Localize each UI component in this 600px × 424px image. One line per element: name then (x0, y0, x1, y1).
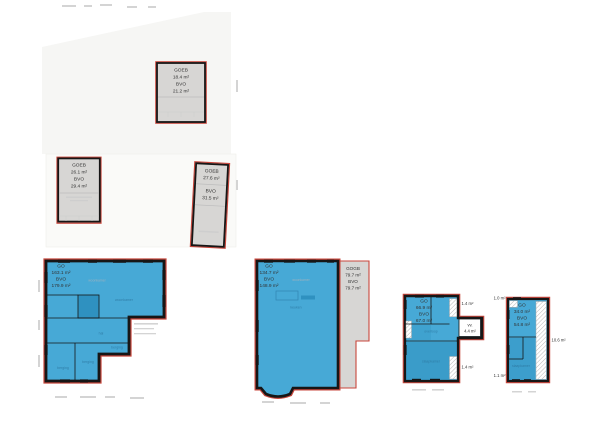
goeb-right-bvo: 31.5 m² (202, 195, 219, 202)
goeb-top-area: 18.4 m² (173, 75, 190, 81)
goeb-top-bvo-title: BVO (176, 82, 186, 88)
goeb-left-red-outline (56, 156, 102, 224)
floor1-bvo-title: BVO (56, 277, 66, 283)
floor3-bvo-title: BVO (419, 312, 429, 318)
floor2-kitchen-island (301, 295, 315, 300)
floor3-bvo-value: 67.0 m² (416, 318, 433, 324)
floor3-room-overloop: overloop (424, 330, 437, 334)
floor3-go-title: GO (420, 299, 428, 305)
goeb-top-title: GOEB (174, 68, 188, 74)
floor3-window-marks (403, 294, 444, 382)
floor1-fineprint (134, 323, 158, 335)
floor4-hatch-corner (509, 300, 518, 308)
floor3-niche-bottom-label: 1.4 m² (462, 365, 474, 370)
floor3-room-mid (406, 325, 431, 340)
floor3-niche-top-label: 1.4 m² (462, 301, 474, 306)
floor2-gogb-title: GOGB (346, 266, 360, 271)
floor3-hatch-bottom (449, 356, 458, 380)
floor4-room-slaapkamer: slaapkamer (512, 364, 531, 368)
goeb-right-red-outline (189, 161, 231, 249)
floor1-room-berging-c: berging (57, 366, 69, 370)
goeb-box-right: GOEB 27.6 m² BVO 31.5 m² (189, 161, 231, 249)
floor1-stair-room (77, 294, 100, 319)
floor4-left-top-label: 1.0 m² (494, 296, 506, 301)
goeb-right-bvo-title: BVO (205, 188, 216, 195)
goeb-right-fineprint (198, 230, 219, 234)
goeb-left-bvo: 29.4 m² (71, 184, 88, 190)
goeb-left-title: GOEB (72, 163, 86, 169)
floor4-hatch-strip (535, 301, 547, 380)
floor1-room-woonkamer: woonkamer (115, 298, 134, 302)
floorplan-4: GO 34.0 m² BVO 54.8 m² slaapkamer 1.0 m²… (494, 296, 567, 384)
goeb-box-left: GOEB 26.1 m² BVO 29.4 m² (56, 156, 102, 224)
floor4-window-marks (506, 297, 531, 382)
floor4-go-title: GO (518, 303, 526, 309)
floor2-body (255, 259, 340, 398)
goeb-left-area: 26.1 m² (71, 170, 88, 176)
floor2-counter (275, 290, 299, 301)
floor2-gogb-value: 79.7 m² (345, 273, 361, 278)
floor1-room-woonkamer-small: woonkamer (88, 279, 106, 283)
goeb-right-divider (196, 183, 227, 186)
floor3-void-area: 4.4 m² (464, 329, 476, 334)
floor4-go-value: 34.0 m² (514, 309, 531, 315)
floor2-room-keuken: keuken (290, 306, 301, 310)
floorplan-1: GO 163.1 m² BVO 179.9 m² woonkamer woonk… (43, 258, 167, 384)
floor3-room-dark (406, 342, 457, 380)
floor3-void-box (458, 318, 481, 337)
floorplan-3: GO 66.9 m² BVO 67.0 m² vv. 4.4 m² 1.4 m²… (402, 293, 485, 384)
goeb-right-area: 27.6 m² (203, 175, 220, 182)
floor1-room-hal: hal (99, 332, 104, 336)
floor4-right-label: 10.6 m² (552, 338, 567, 343)
floor1-window-marks (44, 259, 166, 383)
floor2-bvo-title: BVO (264, 277, 274, 283)
floor2-gogb-bvo-value: 79.7 m² (345, 286, 361, 291)
floor2-go-value: 134.7 m² (260, 270, 279, 276)
floor2-gogb-bvo-title: BVO (348, 279, 358, 284)
floor4-left-bottom-label: 1.1 m² (494, 373, 506, 378)
goeb-box-top: GOEB 18.4 m² BVO 21.2 m² (155, 61, 207, 124)
floor1-room-berging-b: berging (82, 360, 94, 364)
floor3-void-label: vv. (467, 323, 472, 328)
floor1-go-value: 163.1 m² (52, 270, 71, 276)
floor4-bvo-title: BVO (517, 316, 527, 322)
floor2-window-marks (255, 259, 334, 365)
floor3-room-slaapkamer: slaapkamer (422, 360, 441, 364)
floor3-hatch-top (449, 298, 458, 317)
dimension-marks (38, 4, 536, 404)
goeb-left-bvo-title: BVO (74, 177, 84, 183)
goeb-left-fineprint (66, 196, 92, 198)
goeb-top-bvo: 21.2 m² (173, 89, 190, 95)
goeb-right-title: GOEB (205, 168, 219, 175)
floor3-hatch-left (405, 320, 412, 339)
goeb-left-body (57, 157, 101, 223)
floor2-go-title: GO (265, 264, 273, 270)
floorplan-2: GO 134.7 m² BVO 148.9 m² woonkamer keuke… (254, 258, 370, 399)
goeb-top-red-outline (155, 61, 207, 124)
floor3-go-value: 66.9 m² (416, 305, 433, 311)
goeb-right-divider2 (194, 204, 225, 207)
floor2-bvo-value: 148.9 m² (260, 283, 279, 289)
floor1-go-title: GO (57, 264, 65, 270)
floor1-room-berging-a: berging (111, 346, 123, 350)
floor4-bvo-value: 54.8 m² (514, 322, 531, 328)
floor1-bvo-value: 179.9 m² (52, 283, 71, 289)
goeb-left-fineprint (70, 200, 88, 202)
floor2-room-woonkamer: woonkamer (292, 278, 310, 282)
